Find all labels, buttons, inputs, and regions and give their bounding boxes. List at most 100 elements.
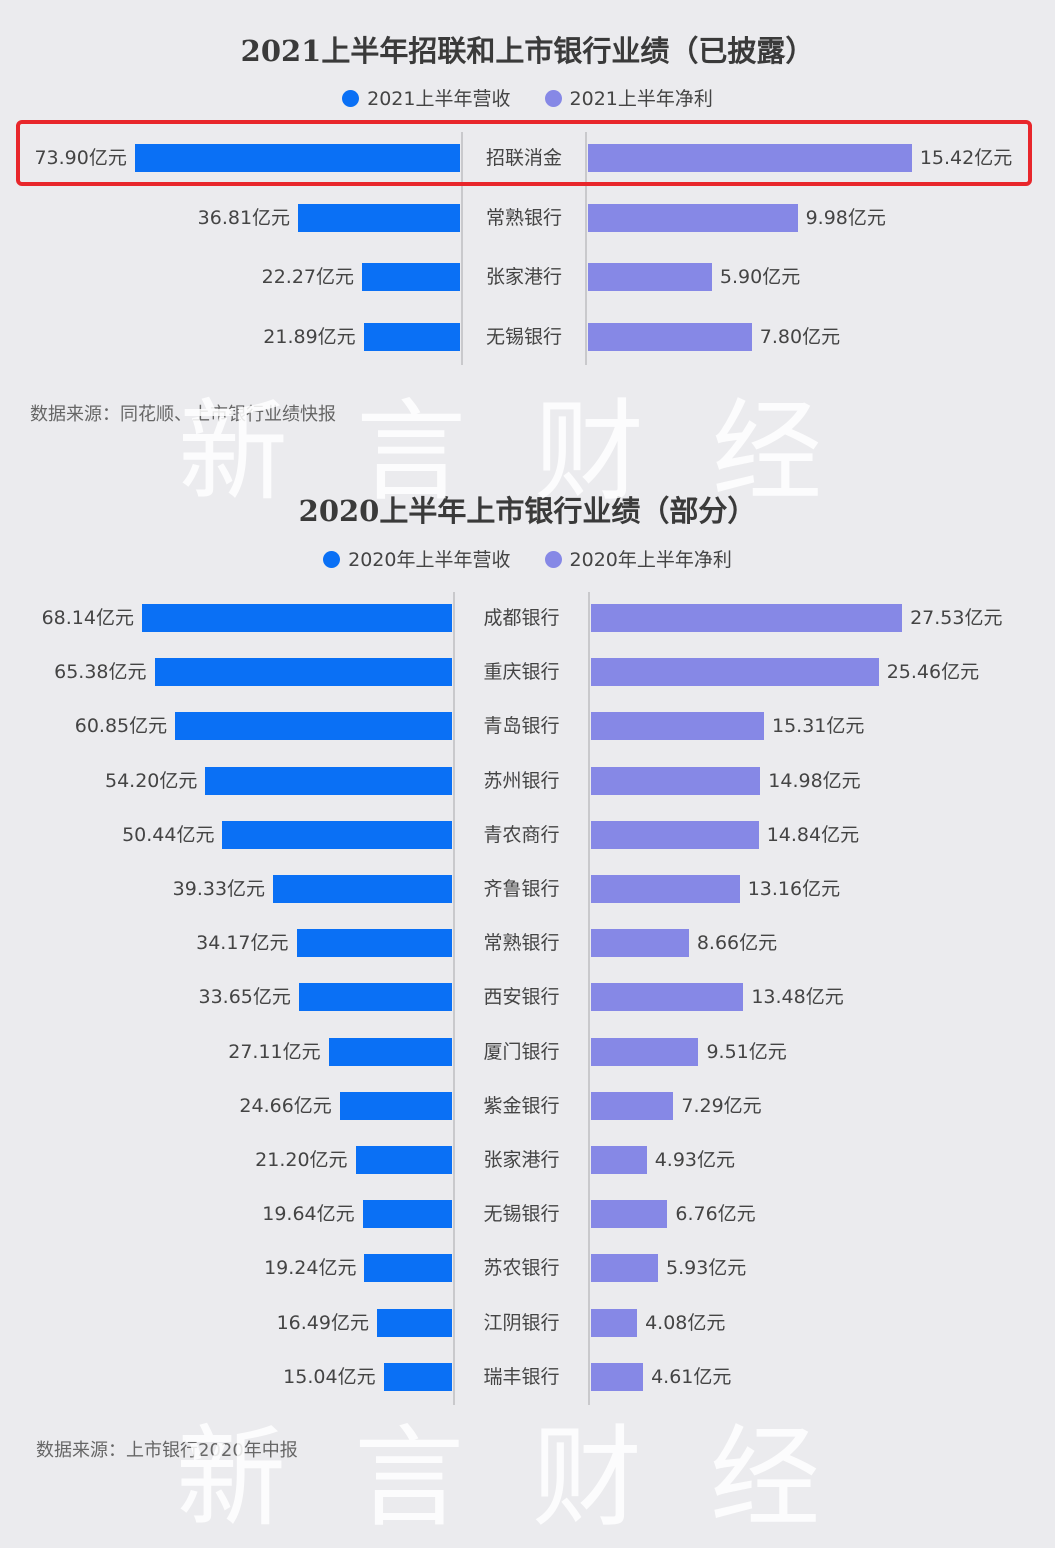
category-label: 青农商行 [483, 823, 560, 846]
legend-dot-profit [544, 90, 562, 107]
profit-bar[interactable] [588, 144, 912, 172]
revenue-bar[interactable] [376, 1308, 452, 1337]
category-label: 青岛银行 [483, 715, 560, 738]
legend-label-revenue: 2021上半年营收 [367, 88, 511, 110]
profit-bar[interactable] [591, 875, 740, 903]
profit-value-label: 6.76亿元 [675, 1203, 756, 1226]
revenue-value-label: 73.90亿元 [34, 147, 127, 169]
profit-value-label: 9.51亿元 [706, 1040, 787, 1063]
category-label: 成都银行 [483, 607, 560, 629]
revenue-bar[interactable] [363, 322, 460, 351]
revenue-value-label: 19.24亿元 [264, 1257, 357, 1280]
category-label: 江阴银行 [483, 1311, 560, 1334]
revenue-value-label: 21.89亿元 [263, 325, 356, 348]
revenue-bar[interactable] [328, 1037, 452, 1066]
profit-bar[interactable] [591, 1308, 638, 1337]
revenue-value-label: 16.49亿元 [276, 1311, 369, 1334]
revenue-value-label: 39.33亿元 [172, 878, 266, 900]
profit-bar[interactable] [591, 1037, 699, 1066]
profit-bar[interactable] [591, 1362, 644, 1391]
revenue-bar[interactable] [362, 1200, 452, 1229]
revenue-bar[interactable] [339, 1091, 452, 1120]
profit-value-label: 5.90亿元 [719, 266, 801, 288]
profit-bar[interactable] [591, 983, 744, 1012]
category-label: 无锡银行 [485, 325, 562, 348]
revenue-value-label: 15.04亿元 [283, 1365, 376, 1388]
profit-bar[interactable] [591, 1200, 668, 1229]
profit-bar[interactable] [591, 1254, 658, 1283]
profit-bar[interactable] [591, 712, 764, 741]
revenue-value-label: 65.38亿元 [54, 661, 147, 684]
profit-value-label: 25.46亿元 [886, 661, 980, 684]
profit-bar[interactable] [591, 604, 903, 632]
category-label: 常熟银行 [483, 932, 560, 955]
revenue-value-label: 22.27亿元 [261, 266, 355, 288]
profit-value-label: 9.98亿元 [805, 206, 886, 229]
data-source-note: 数据来源：上市银行2020年中报 [36, 1440, 298, 1461]
revenue-value-label: 33.65亿元 [198, 986, 291, 1009]
revenue-bar[interactable] [222, 820, 452, 849]
revenue-bar[interactable] [175, 712, 452, 741]
legend-item-profit[interactable]: 2021上半年净利 [544, 84, 713, 111]
revenue-value-label: 60.85亿元 [74, 715, 168, 738]
category-label: 常熟银行 [485, 206, 562, 229]
legend-item-revenue[interactable]: 2021上半年营收 [342, 84, 510, 111]
revenue-value-label: 34.17亿元 [196, 932, 289, 955]
category-label: 齐鲁银行 [483, 878, 560, 900]
revenue-bar[interactable] [154, 658, 452, 687]
profit-bar[interactable] [588, 263, 712, 291]
data-source-note: 数据来源：同花顺、上市银行业绩快报 [30, 404, 336, 425]
revenue-value-label: 54.20亿元 [104, 769, 198, 792]
profit-value-label: 13.48亿元 [751, 986, 844, 1009]
profit-value-label: 13.16亿元 [747, 878, 841, 900]
profit-bar[interactable] [588, 322, 752, 351]
profit-value-label: 4.93亿元 [654, 1149, 736, 1171]
revenue-bar[interactable] [296, 929, 452, 958]
profit-value-label: 8.66亿元 [696, 932, 778, 955]
chart-2021: 2021上半年招联和上市银行业绩（已披露） 2021上半年营收 2021上半年净… [0, 0, 1055, 460]
profit-bar[interactable] [588, 203, 798, 232]
legend-dot-revenue [323, 551, 341, 568]
chart-title: 2021上半年招联和上市银行业绩（已披露） [240, 34, 815, 68]
legend-item-profit[interactable]: 2020年上半年净利 [544, 545, 732, 572]
legend-item-revenue[interactable]: 2020年上半年营收 [323, 545, 510, 572]
revenue-bar[interactable] [383, 1362, 452, 1391]
profit-value-label: 5.93亿元 [666, 1257, 747, 1280]
revenue-bar[interactable] [134, 144, 460, 172]
revenue-bar[interactable] [273, 875, 452, 903]
revenue-value-label: 27.11亿元 [228, 1040, 321, 1063]
profit-bar[interactable] [591, 1091, 674, 1120]
profit-value-label: 14.98亿元 [768, 769, 861, 792]
profit-value-label: 27.53亿元 [910, 607, 1003, 629]
profit-bar[interactable] [591, 1146, 647, 1174]
center-axis-left [453, 592, 455, 1405]
revenue-bar[interactable] [205, 766, 452, 795]
category-label: 苏农银行 [483, 1257, 560, 1280]
profit-bar[interactable] [591, 766, 761, 795]
center-axis-right [585, 132, 587, 365]
profit-value-label: 14.84亿元 [766, 823, 860, 846]
category-label: 重庆银行 [483, 661, 560, 684]
profit-value-label: 4.08亿元 [645, 1311, 726, 1334]
category-label: 紫金银行 [483, 1094, 560, 1117]
profit-bar[interactable] [591, 820, 759, 849]
revenue-value-label: 68.14亿元 [41, 607, 134, 629]
revenue-value-label: 50.44亿元 [122, 823, 215, 846]
revenue-bar[interactable] [364, 1254, 452, 1283]
profit-bar[interactable] [591, 929, 689, 958]
revenue-value-label: 21.20亿元 [255, 1149, 348, 1171]
legend-label-profit: 2021上半年净利 [569, 88, 713, 110]
category-label: 张家港行 [483, 1149, 560, 1171]
profit-value-label: 4.61亿元 [651, 1365, 732, 1388]
revenue-bar[interactable] [141, 604, 452, 632]
category-label: 无锡银行 [483, 1203, 560, 1226]
profit-value-label: 15.42亿元 [919, 147, 1013, 169]
revenue-bar[interactable] [298, 203, 460, 232]
profit-bar[interactable] [591, 658, 879, 687]
revenue-bar[interactable] [355, 1146, 452, 1174]
legend-label-revenue: 2020年上半年营收 [348, 549, 511, 571]
revenue-bar[interactable] [298, 983, 452, 1012]
revenue-bar[interactable] [362, 263, 460, 291]
highlight-box [16, 120, 1032, 186]
chart-legend: 2020年上半年营收 2020年上半年净利 [0, 545, 1055, 572]
